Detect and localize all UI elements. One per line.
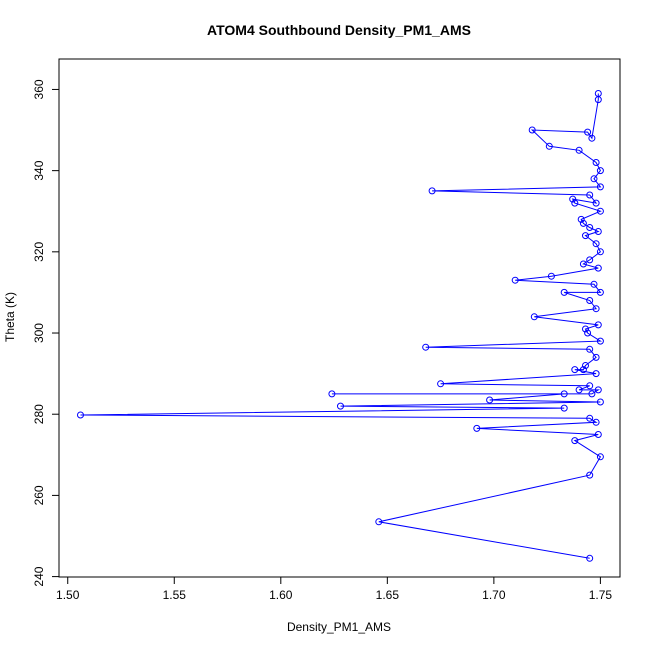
- data-point: [594, 386, 602, 394]
- data-point: [592, 353, 600, 361]
- data-point: [571, 199, 579, 207]
- data-point: [528, 126, 536, 134]
- data-point: [584, 329, 592, 337]
- data-point: [594, 321, 602, 329]
- data-point: [579, 260, 587, 268]
- data-point: [77, 411, 84, 419]
- x-tick-label: 1.55: [163, 588, 187, 602]
- y-tick-label: 300: [32, 323, 46, 343]
- data-point: [375, 518, 383, 526]
- data-point: [511, 276, 519, 284]
- series-line: [80, 93, 603, 559]
- y-tick-label: 340: [32, 160, 46, 180]
- data-point: [588, 390, 596, 398]
- data-point: [584, 128, 592, 136]
- data-point: [575, 386, 583, 394]
- chart-title: ATOM4 Southbound Density_PM1_AMS: [207, 22, 471, 38]
- y-tick-label: 320: [32, 241, 46, 261]
- data-point: [596, 398, 604, 406]
- x-tick-label: 1.75: [589, 588, 613, 602]
- data-point: [571, 437, 579, 445]
- y-tick-label: 280: [32, 404, 46, 424]
- data-point: [586, 297, 594, 304]
- data-point: [596, 453, 604, 461]
- data-point: [545, 142, 553, 150]
- data-point: [575, 146, 583, 154]
- data-point: [588, 134, 596, 142]
- data-point: [596, 288, 604, 296]
- data-point: [592, 240, 600, 248]
- x-axis: 1.50 1.55 1.60 1.65 1.70 1.75: [56, 576, 613, 602]
- data-point: [586, 414, 594, 422]
- data-point: [596, 167, 604, 175]
- data-point: [560, 390, 568, 398]
- data-point: [428, 187, 436, 195]
- data-point: [586, 191, 594, 199]
- x-tick-label: 1.70: [482, 588, 506, 602]
- data-point: [337, 402, 344, 410]
- data-point: [582, 232, 589, 240]
- data-point: [571, 366, 579, 374]
- y-tick-label: 260: [32, 485, 46, 505]
- data-point: [586, 554, 594, 562]
- series-points: [77, 90, 604, 562]
- data-point: [569, 195, 577, 203]
- data-point: [586, 256, 594, 264]
- data-point: [560, 288, 568, 296]
- data-point: [592, 199, 600, 207]
- data-point: [594, 431, 602, 438]
- data-point: [560, 404, 568, 412]
- y-tick-label: 360: [32, 79, 46, 99]
- data-point: [328, 390, 336, 398]
- plot-box: [58, 58, 621, 578]
- y-tick-label: 240: [32, 566, 46, 586]
- data-point: [486, 396, 494, 404]
- data-point: [592, 159, 600, 166]
- data-point: [579, 366, 587, 374]
- data-point: [577, 215, 585, 223]
- data-point: [586, 224, 594, 231]
- x-axis-label: Density_PM1_AMS: [287, 620, 391, 634]
- data-point: [596, 207, 604, 215]
- data-point: [590, 175, 598, 183]
- data-point: [594, 96, 602, 104]
- data-point: [582, 325, 589, 333]
- data-point: [586, 471, 594, 479]
- series-lines: [80, 93, 603, 559]
- x-tick-label: 1.60: [269, 588, 293, 602]
- x-tick-label: 1.50: [56, 588, 80, 602]
- data-point: [473, 424, 481, 432]
- data-point: [596, 183, 604, 191]
- data-point: [592, 418, 600, 426]
- data-point: [586, 382, 594, 390]
- data-point: [437, 380, 445, 388]
- data-point: [590, 280, 598, 288]
- x-tick-label: 1.65: [376, 588, 400, 602]
- data-point: [530, 313, 538, 321]
- data-point: [594, 264, 602, 272]
- data-point: [592, 370, 600, 378]
- data-point: [596, 248, 604, 256]
- data-point: [422, 343, 430, 351]
- data-point: [594, 228, 602, 235]
- data-point: [582, 362, 589, 369]
- data-point: [579, 219, 587, 227]
- data-point: [596, 337, 604, 345]
- data-point: [586, 345, 594, 353]
- data-point: [547, 272, 555, 280]
- data-point: [592, 305, 600, 313]
- y-axis-label: Theta (K): [3, 292, 17, 342]
